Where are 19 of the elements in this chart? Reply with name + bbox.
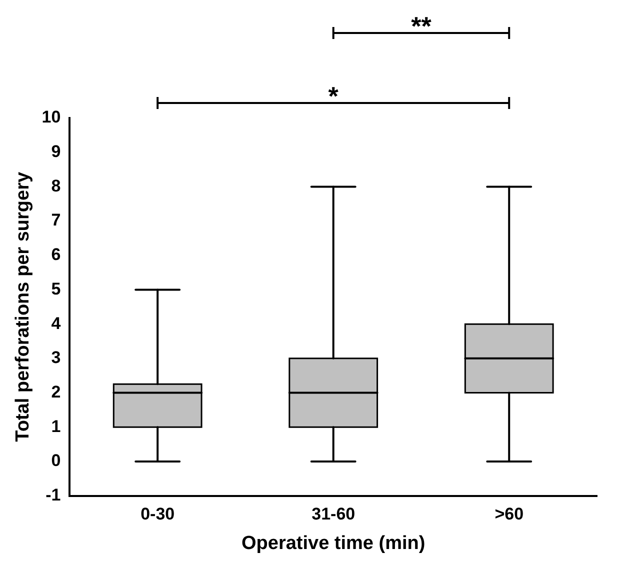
y-tick-label: 3 — [51, 348, 61, 368]
x-tick-label: >60 — [494, 504, 524, 524]
y-tick-label: 7 — [51, 210, 61, 230]
y-tick-label: 0 — [51, 451, 61, 470]
x-tick-label: 31-60 — [312, 504, 356, 524]
y-tick-label: 10 — [42, 108, 61, 127]
y-tick-label: 5 — [51, 279, 61, 298]
y-tick-label: 9 — [51, 142, 61, 162]
text: * — [328, 81, 340, 111]
y-tick-label: -1 — [46, 485, 61, 504]
text: ** — [411, 11, 432, 41]
y-tick-label: 1 — [51, 416, 61, 436]
x-axis-title: Operative time (min) — [241, 532, 426, 554]
y-tick-label: 6 — [51, 245, 61, 264]
y-tick-label: 2 — [51, 382, 61, 402]
y-tick-label: 8 — [51, 176, 61, 196]
y-tick-label: 4 — [51, 314, 62, 333]
y-axis-title: Total perforations per surgery — [12, 172, 34, 442]
x-tick-label: 0-30 — [140, 504, 175, 524]
